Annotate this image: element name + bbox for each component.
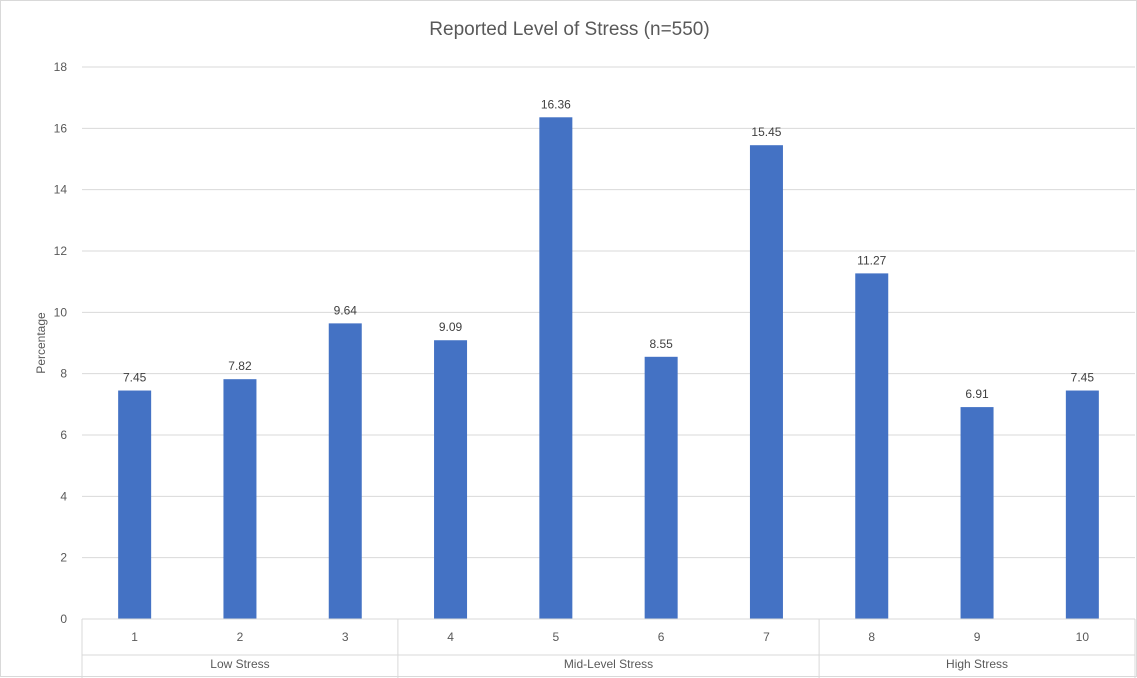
data-label: 7.82: [228, 359, 252, 373]
x-tick-label: 7: [763, 630, 770, 644]
y-axis-label: Percentage: [34, 312, 48, 374]
y-tick-label: 8: [60, 367, 67, 381]
bar: [223, 379, 257, 619]
x-tick-label: 8: [868, 630, 875, 644]
y-tick-label: 2: [60, 551, 67, 565]
x-tick-label: 3: [342, 630, 349, 644]
data-label: 6.91: [965, 387, 989, 401]
bar: [960, 407, 994, 619]
x-tick-label: 1: [131, 630, 138, 644]
x-tick-label: 10: [1076, 630, 1090, 644]
y-tick-label: 0: [60, 612, 67, 626]
x-tick-label: 4: [447, 630, 454, 644]
x-tick-label: 2: [237, 630, 244, 644]
bar: [539, 117, 573, 619]
bar: [749, 145, 783, 619]
y-tick-label: 10: [54, 305, 68, 319]
bar: [118, 390, 152, 619]
y-tick-label: 18: [54, 60, 68, 74]
x-tick-label: 6: [658, 630, 665, 644]
y-tick-label: 6: [60, 428, 67, 442]
y-tick-label: 12: [54, 244, 68, 258]
y-tick-label: 16: [54, 121, 68, 135]
data-label: 15.45: [751, 125, 781, 139]
group-label: High Stress: [946, 657, 1008, 671]
x-tick-label: 5: [553, 630, 560, 644]
data-label: 7.45: [1071, 371, 1095, 385]
chart-title: Reported Level of Stress (n=550): [429, 19, 710, 40]
bar: [644, 356, 678, 619]
data-label: 11.27: [857, 253, 886, 267]
bar: [328, 323, 362, 619]
y-tick-label: 4: [60, 489, 67, 503]
data-label: 16.36: [541, 97, 571, 111]
y-tick-label: 14: [54, 183, 68, 197]
bar: [1065, 390, 1099, 619]
bar: [855, 273, 889, 619]
data-label: 8.55: [649, 337, 673, 351]
bar: [434, 340, 468, 619]
data-label: 7.45: [123, 371, 147, 385]
group-label: Mid-Level Stress: [564, 657, 653, 671]
x-tick-label: 9: [974, 630, 981, 644]
group-label: Low Stress: [210, 657, 269, 671]
data-label: 9.09: [439, 320, 463, 334]
data-label: 9.64: [334, 303, 358, 317]
